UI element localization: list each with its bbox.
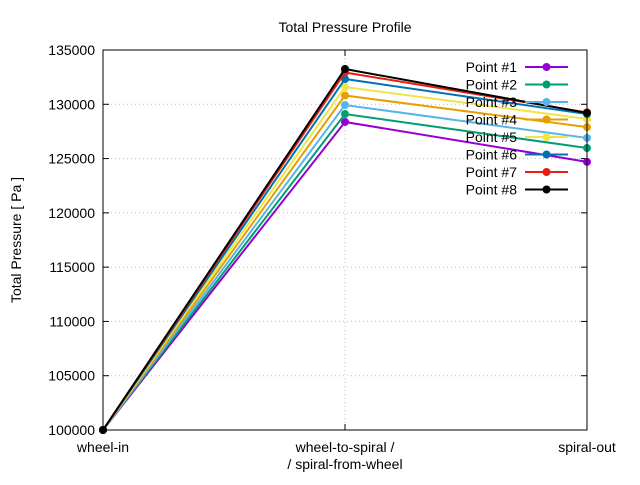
x-tick-label: wheel-to-spiral / / spiral-from-wheel	[287, 439, 402, 472]
legend-marker	[542, 115, 551, 124]
plot-border	[102, 49, 588, 431]
legend-label: Point #2	[466, 77, 518, 93]
legend-marker	[542, 133, 551, 141]
chart-title: Total Pressure Profile	[278, 19, 411, 35]
legend-marker	[542, 80, 551, 89]
y-tick-label: 110000	[49, 313, 95, 329]
legend-label: Point #5	[466, 129, 518, 145]
legend-label: Point #1	[466, 59, 518, 75]
legend-label: Point #6	[466, 147, 518, 163]
data-point	[341, 110, 349, 119]
legend-label: Point #4	[466, 112, 518, 128]
legend-label: Point #8	[466, 182, 518, 198]
legend-label: Point #3	[466, 94, 518, 110]
x-tick-label-line: / spiral-from-wheel	[287, 456, 402, 472]
x-tick-label-line: wheel-in	[76, 439, 129, 455]
data-point	[341, 65, 349, 73]
y-tick-label: 125000	[48, 151, 95, 167]
legend-marker	[542, 63, 551, 71]
legend-marker	[542, 150, 551, 159]
series-group	[99, 65, 591, 434]
data-point	[341, 83, 349, 92]
legend-label: Point #7	[466, 164, 518, 180]
x-tick-label-line: wheel-to-spiral /	[295, 439, 395, 455]
x-tick-label: spiral-out	[558, 439, 616, 455]
y-tick-label: 130000	[48, 96, 95, 112]
x-tick-label: wheel-in	[76, 439, 129, 455]
y-tick-label: 100000	[48, 422, 95, 438]
legend-marker	[542, 98, 551, 106]
ticks: 100000 105000 110000 115000 120000 125000 1300…	[48, 42, 616, 472]
y-axis-label: Total Pressure [ Pa ]	[8, 177, 24, 303]
y-tick-label: 105000	[48, 368, 95, 384]
legend-marker	[542, 185, 551, 194]
x-tick-label-line: spiral-out	[558, 439, 616, 455]
y-tick-label: 135000	[48, 42, 95, 58]
legend-marker	[542, 168, 551, 176]
data-point	[341, 91, 349, 100]
y-tick-label: 115000	[49, 259, 95, 275]
data-point	[341, 101, 349, 110]
y-tick-label: 120000	[48, 205, 95, 221]
data-point	[341, 117, 349, 126]
